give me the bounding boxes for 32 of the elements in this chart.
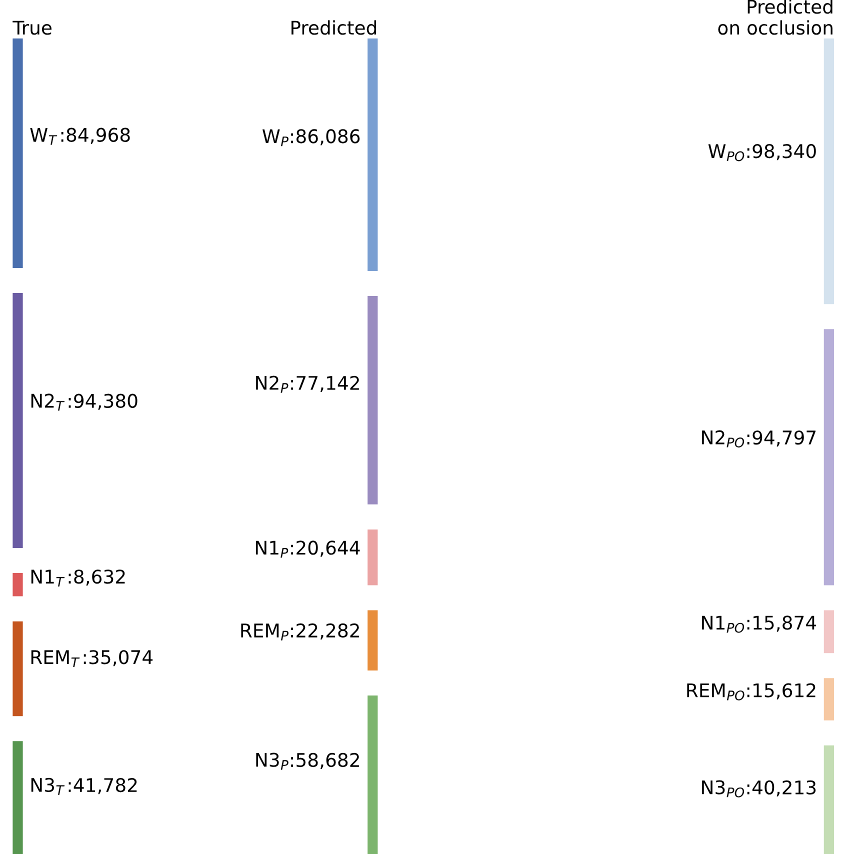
data-label: :22,282 <box>291 623 359 640</box>
category-label: W$_{T}$ <box>30 128 58 145</box>
data-label: :77,142 <box>291 376 359 392</box>
category-label: N2$_{PO}$ <box>702 430 744 448</box>
data-label: :40,213 <box>747 780 816 796</box>
data-label: :84,968 <box>61 128 130 144</box>
category-label: REM$_{T}$ <box>31 650 80 668</box>
data-label: :8,632 <box>68 570 125 586</box>
data-label: :94,380 <box>68 394 138 410</box>
category-label: W$_{PO}$ <box>708 144 744 162</box>
data-label: :58,682 <box>291 752 359 769</box>
category-label: N3$_{P}$ <box>256 752 288 770</box>
category-label: N1$_{P}$ <box>256 540 288 558</box>
data-label: :41,782 <box>68 778 137 794</box>
category-label: W$_{P}$ <box>262 129 288 146</box>
category-label: REM$_{PO}$ <box>687 683 744 700</box>
data-label: :35,074 <box>84 650 153 666</box>
data-label: :94,797 <box>747 430 816 447</box>
data-label: :98,340 <box>747 144 816 160</box>
category-label: N1$_{T}$ <box>31 570 65 587</box>
data-label: :86,086 <box>291 129 360 146</box>
data-label: :15,612 <box>747 683 816 700</box>
category-label: N2$_{P}$ <box>256 376 288 393</box>
data-label: :15,874 <box>747 616 816 632</box>
category-label: N3$_{PO}$ <box>702 780 744 798</box>
text: True <box>12 20 52 35</box>
data-label: :20,644 <box>291 540 360 557</box>
category-label: REM$_{P}$ <box>241 624 288 640</box>
text: Predicted <box>292 20 376 35</box>
category-label: N2$_{T}$ <box>31 394 65 411</box>
category-label: N1$_{PO}$ <box>702 616 744 633</box>
category-label: N3$_{T}$ <box>31 778 65 795</box>
